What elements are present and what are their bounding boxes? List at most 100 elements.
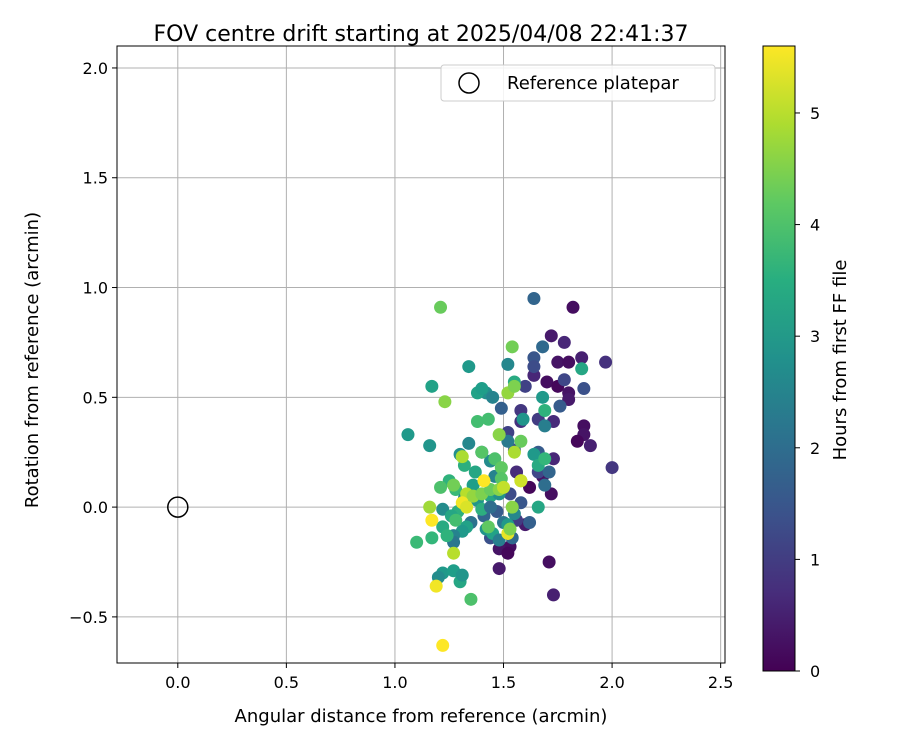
data-point [575, 362, 589, 376]
y-tick-label: 0.0 [83, 498, 108, 517]
data-point [544, 329, 558, 343]
data-point [464, 592, 478, 606]
data-point [570, 434, 584, 448]
data-point [436, 638, 450, 652]
data-point [494, 461, 508, 475]
data-point [538, 419, 552, 433]
colorbar-ticks: 0 1 2 3 4 5 [795, 104, 820, 681]
data-point [501, 546, 515, 560]
data-point [486, 390, 500, 404]
y-tick-label: 1.5 [83, 169, 108, 188]
x-tick-label: 2.5 [708, 673, 733, 692]
x-tick-label: 2.0 [599, 673, 624, 692]
colorbar-tick-label: 1 [810, 550, 820, 569]
data-point [483, 500, 497, 514]
data-point [518, 379, 532, 393]
y-axis-label: Rotation from reference (arcmin) [22, 212, 43, 508]
y-tick-label: 0.5 [83, 388, 108, 407]
data-point [553, 399, 567, 413]
colorbar-tick-label: 3 [810, 327, 820, 346]
data-point [475, 445, 489, 459]
data-point [527, 292, 541, 306]
data-point [540, 375, 554, 389]
y-tick-label: −0.5 [69, 608, 108, 627]
data-point [516, 412, 530, 426]
data-point [527, 360, 541, 374]
data-point [507, 379, 521, 393]
data-point [425, 513, 439, 527]
x-axis-label: Angular distance from reference (arcmin) [235, 706, 608, 727]
data-point [536, 340, 550, 354]
reference-point [167, 496, 189, 518]
data-point [470, 414, 484, 428]
data-point [583, 439, 597, 453]
data-point [447, 546, 461, 560]
data-point [440, 529, 454, 543]
legend-marker [458, 72, 480, 94]
data-point [599, 355, 613, 369]
data-point [481, 412, 495, 426]
data-point [575, 351, 589, 365]
data-point [507, 445, 521, 459]
data-point [538, 478, 552, 492]
data-point [447, 478, 461, 492]
data-point [434, 300, 448, 314]
x-axis-ticks: 0.0 0.5 1.0 1.5 2.0 2.5 [165, 663, 733, 692]
data-point [492, 562, 506, 576]
y-tick-label: 1.0 [83, 279, 108, 298]
data-point [505, 340, 519, 354]
data-point [514, 434, 528, 448]
data-point [538, 452, 552, 466]
legend: Reference platepar [440, 64, 716, 102]
data-point [531, 500, 545, 514]
data-point [562, 355, 576, 369]
data-point [401, 428, 415, 442]
y-tick-label: 2.0 [83, 59, 108, 78]
x-tick-label: 1.5 [491, 673, 516, 692]
data-point [492, 428, 506, 442]
data-point [542, 465, 556, 479]
data-point [557, 373, 571, 387]
data-point [505, 500, 519, 514]
data-point [423, 439, 437, 453]
data-point [536, 390, 550, 404]
colorbar-label: Hours from first FF file [830, 260, 851, 461]
y-axis-ticks: −0.5 0.0 0.5 1.0 1.5 2.0 [69, 59, 117, 627]
data-point [497, 480, 511, 494]
data-point [434, 480, 448, 494]
chart-title: FOV centre drift starting at 2025/04/08 … [154, 22, 689, 47]
data-point [538, 403, 552, 417]
data-point [460, 500, 474, 514]
data-point [557, 335, 571, 349]
x-tick-label: 0.0 [165, 673, 190, 692]
data-point [423, 500, 437, 514]
data-point [542, 555, 556, 569]
data-point [425, 379, 439, 393]
data-point [503, 522, 517, 536]
data-point [468, 465, 482, 479]
data-point [429, 579, 443, 593]
data-point [425, 531, 439, 545]
colorbar-gradient [762, 45, 796, 672]
data-point [546, 588, 560, 602]
colorbar-tick-label: 0 [810, 662, 820, 681]
data-point [494, 401, 508, 415]
data-point [462, 436, 476, 450]
data-point [449, 513, 463, 527]
data-point [410, 535, 424, 549]
legend-label: Reference platepar [507, 73, 679, 94]
grid-lines [117, 46, 725, 663]
colorbar-tick-label: 5 [810, 104, 820, 123]
data-point [501, 357, 515, 371]
data-point [514, 474, 528, 488]
x-tick-label: 0.5 [274, 673, 299, 692]
data-point [566, 300, 580, 314]
data-point [462, 360, 476, 374]
data-points [401, 292, 619, 652]
data-point [605, 461, 619, 475]
colorbar-tick-label: 2 [810, 439, 820, 458]
plot-frame [116, 45, 726, 664]
data-point [438, 395, 452, 409]
data-point [577, 382, 591, 396]
